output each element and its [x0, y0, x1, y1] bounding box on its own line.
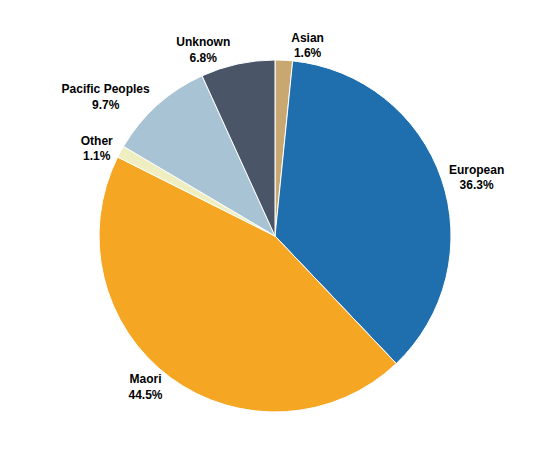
svg-text:European36.3%: European36.3%: [449, 163, 504, 193]
svg-text:Pacific Peoples9.7%: Pacific Peoples9.7%: [62, 82, 150, 112]
svg-text:Asian1.6%: Asian1.6%: [291, 31, 324, 61]
svg-text:Maori44.5%: Maori44.5%: [128, 372, 162, 402]
svg-text:Unknown6.8%: Unknown6.8%: [176, 35, 230, 65]
svg-text:Other1.1%: Other1.1%: [81, 134, 113, 164]
